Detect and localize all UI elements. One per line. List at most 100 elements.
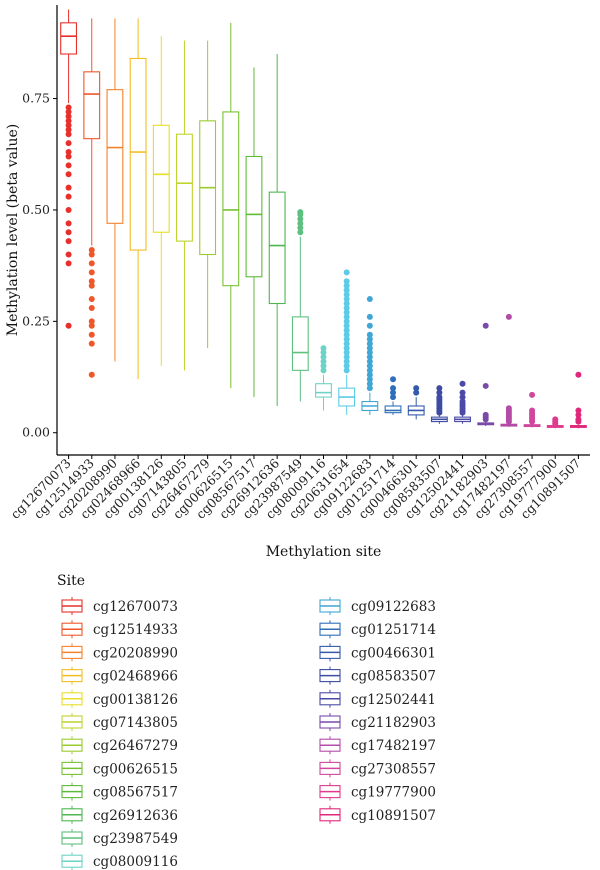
outlier-point xyxy=(343,296,350,303)
outlier-point xyxy=(65,206,72,213)
outlier-point xyxy=(459,398,466,405)
outlier-point xyxy=(529,391,536,398)
legend-item-cg12670073: cg12670073 xyxy=(61,597,178,615)
box-cg08583507 xyxy=(430,385,448,424)
outlier-point xyxy=(366,349,373,356)
outlier-point xyxy=(390,389,397,396)
outlier-point xyxy=(88,340,95,347)
legend-label: cg08009116 xyxy=(93,854,178,870)
legend-item-cg26912636: cg26912636 xyxy=(61,805,178,824)
outlier-point xyxy=(459,389,466,396)
outlier-point xyxy=(482,322,489,329)
legend-label: cg00138126 xyxy=(93,692,178,708)
legend-item-cg08567517: cg08567517 xyxy=(61,782,178,801)
outlier-point xyxy=(459,380,466,387)
outlier-point xyxy=(65,322,72,329)
outlier-point xyxy=(88,260,95,267)
outlier-point xyxy=(320,349,327,356)
outlier-point xyxy=(320,353,327,360)
legend-label: cg19777900 xyxy=(351,785,436,801)
legend-label: cg01251714 xyxy=(351,622,436,638)
outlier-point xyxy=(65,193,72,200)
legend-item-cg27308557: cg27308557 xyxy=(319,759,436,778)
outlier-point xyxy=(575,407,582,414)
outlier-point xyxy=(366,358,373,365)
legend-item-cg23987549: cg23987549 xyxy=(61,829,178,847)
outlier-point xyxy=(459,394,466,401)
legend-label: cg12514933 xyxy=(93,622,178,638)
box-iqr xyxy=(268,191,286,305)
box-cg07143805 xyxy=(176,40,193,371)
legend-label: cg00626515 xyxy=(93,761,178,777)
outlier-point xyxy=(366,362,373,369)
box-cg26912636 xyxy=(268,54,286,406)
outlier-point xyxy=(343,345,350,352)
outlier-point xyxy=(65,104,72,111)
box-cg09122683 xyxy=(361,296,379,415)
outlier-point xyxy=(366,336,373,343)
outlier-point xyxy=(65,117,72,124)
x-axis-title: Methylation site xyxy=(266,544,382,560)
outlier-point xyxy=(88,318,95,325)
legend-label: cg27308557 xyxy=(351,761,436,777)
outlier-point xyxy=(366,331,373,338)
legend-item-cg10891507: cg10891507 xyxy=(319,805,436,824)
box-cg27308557 xyxy=(523,391,541,428)
outlier-point xyxy=(366,340,373,347)
outlier-point xyxy=(297,224,304,231)
box-cg26467279 xyxy=(199,40,217,349)
box-cg01251714 xyxy=(384,376,402,415)
outlier-point xyxy=(529,407,536,414)
outlier-point xyxy=(505,313,512,320)
box-iqr xyxy=(315,383,332,398)
outlier-point xyxy=(88,331,95,338)
box-cg10891507 xyxy=(569,371,587,429)
outlier-point xyxy=(65,184,72,191)
outlier-point xyxy=(343,358,350,365)
outlier-point xyxy=(413,389,420,396)
outlier-point xyxy=(343,367,350,374)
outlier-point xyxy=(88,296,95,303)
outlier-point xyxy=(366,353,373,360)
legend-label: cg12670073 xyxy=(93,599,178,615)
outlier-point xyxy=(366,385,373,392)
outlier-point xyxy=(343,349,350,356)
outlier-point xyxy=(343,291,350,298)
legend-item-cg01251714: cg01251714 xyxy=(319,620,436,639)
legend-item-cg20208990: cg20208990 xyxy=(61,643,178,662)
box-cg08009116 xyxy=(315,345,332,411)
outlier-point xyxy=(343,331,350,338)
outlier-point xyxy=(343,336,350,343)
outlier-point xyxy=(65,113,72,120)
outlier-point xyxy=(366,345,373,352)
outlier-point xyxy=(482,411,489,418)
outlier-point xyxy=(297,215,304,222)
outlier-point xyxy=(65,122,72,129)
outlier-point xyxy=(65,108,72,115)
legend-label: cg12502441 xyxy=(351,692,436,708)
y-tick-label: 0.00 xyxy=(22,425,50,440)
y-tick-label: 0.50 xyxy=(22,202,50,217)
legend-item-cg09122683: cg09122683 xyxy=(319,597,436,615)
outlier-point xyxy=(366,376,373,383)
outlier-point xyxy=(88,322,95,329)
legend-item-cg08009116: cg08009116 xyxy=(61,852,178,870)
outlier-point xyxy=(343,304,350,311)
outlier-point xyxy=(413,385,420,392)
legend-label: cg07143805 xyxy=(93,715,178,731)
box-cg00466301 xyxy=(407,385,425,420)
box-cg19777900 xyxy=(546,416,564,429)
outlier-point xyxy=(366,313,373,320)
outlier-point xyxy=(366,371,373,378)
outlier-point xyxy=(65,260,72,267)
box-iqr xyxy=(245,155,263,278)
legend-label: cg26912636 xyxy=(93,808,178,824)
outlier-point xyxy=(343,309,350,316)
outlier-point xyxy=(436,389,443,396)
outlier-point xyxy=(297,229,304,236)
box-cg12514933 xyxy=(83,18,101,378)
legend-label: cg20208990 xyxy=(93,645,178,661)
legend-item-cg12502441: cg12502441 xyxy=(319,689,436,708)
box-cg20631654 xyxy=(338,269,356,415)
